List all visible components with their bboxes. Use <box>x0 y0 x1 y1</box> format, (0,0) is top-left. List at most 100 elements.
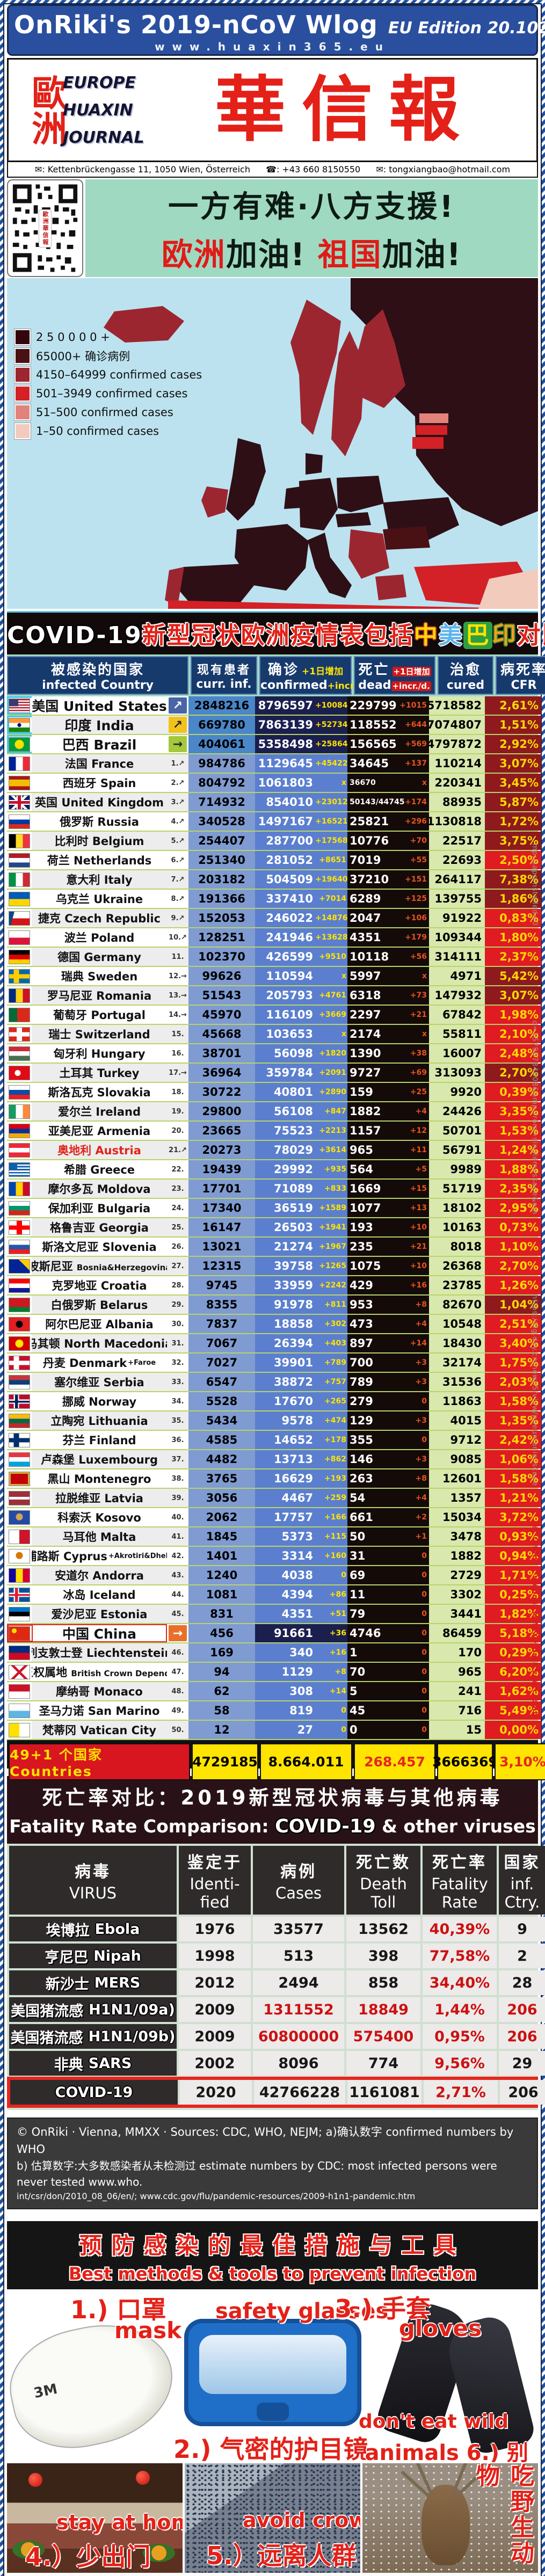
deaths-increase: 0 <box>422 1571 427 1580</box>
deaths-increase: +12 <box>410 1126 427 1135</box>
table-row: 亚美尼亚 Armenia 20. 23665 75523 +2213 1157 +12 507… <box>7 1122 541 1141</box>
virus-row: COVID-19 2020 42766228 1161081 2,71% 206 <box>10 2080 545 2105</box>
deaths: 897 +14 <box>347 1334 429 1352</box>
deaths: 429 +16 <box>347 1276 429 1294</box>
deaths: 564 +5 <box>347 1160 429 1178</box>
trend-arrow-icon: → <box>169 1625 187 1641</box>
cured: 110214 <box>429 754 485 773</box>
country-name: 法国 France <box>32 754 167 773</box>
col-header-cured: 治愈 cured <box>438 656 493 695</box>
slogan-part: 加油! <box>382 236 462 273</box>
deaths-increase: 0 <box>422 1629 427 1638</box>
cfr: 2,61% <box>485 696 541 715</box>
active-cases: 669780 <box>188 716 255 734</box>
confirmed-increase: +166 <box>324 1513 346 1522</box>
confirmed-cases: 4394 +86 <box>255 1585 347 1604</box>
confirmed-cases: 13713 +862 <box>255 1450 347 1468</box>
deaths-increase: +3 <box>415 1358 427 1367</box>
active-cases: 4482 <box>188 1450 255 1468</box>
table-row: 波兰 Poland 10.↗ 128251 241946 +13628 4351 +179 1… <box>7 928 541 948</box>
flag-cell <box>7 1527 32 1546</box>
slogan-part: 加油! <box>226 236 318 273</box>
deaths: 5997 x <box>347 967 429 985</box>
country-name: 印度 India <box>32 716 167 734</box>
confirmed-increase: +757 <box>324 1378 346 1386</box>
country-name: 卢森堡 Luxembourg <box>32 1450 167 1468</box>
deaths: 4746 0 <box>347 1624 429 1642</box>
cfr: 3,07% <box>485 986 541 1005</box>
rank-cell: 43. <box>167 1566 188 1584</box>
country-name: 捷克 Czech Republic <box>32 909 167 927</box>
mask-number-label: 1.) 口罩 <box>70 2295 166 2324</box>
active-cases: 23665 <box>188 1122 255 1140</box>
confirmed-cases: 103653 x <box>255 1025 347 1043</box>
flag-cell <box>7 754 32 773</box>
confirmed-increase: +3669 <box>319 1010 346 1019</box>
deaths-increase: +137 <box>405 759 427 768</box>
cfr: 5,87% <box>485 793 541 811</box>
cured: 15 <box>429 1721 485 1739</box>
confirmed-increase: +789 <box>324 1358 346 1367</box>
deaths: 6318 +73 <box>347 986 429 1005</box>
table-title-part: COVID-19 <box>7 622 142 649</box>
flag-cell <box>7 1701 32 1720</box>
active-cases: 45970 <box>188 1006 255 1024</box>
confirmed-increase: +16 <box>329 1648 346 1657</box>
confirmed-increase: +25864 <box>315 740 347 748</box>
deaths: 1077 +13 <box>347 1199 429 1217</box>
covid-table-header: 被感染的国家 infected Country 现有患者 curr. inf. 确诊… <box>7 654 545 696</box>
rank-cell: 25. <box>167 1218 188 1236</box>
flag-icon <box>9 1297 30 1312</box>
legend-label: 1–50 confirmed cases <box>36 425 159 438</box>
confirmed-increase: +16521 <box>315 817 347 826</box>
deaths-increase: +69 <box>410 1068 427 1077</box>
country-name: 白俄罗斯 Belarus <box>32 1296 167 1314</box>
table-row: 白俄罗斯 Belarus 29. 8355 91978 +811 953 +8 82670 1,… <box>7 1296 541 1315</box>
legend-item: 2 5 0 0 0 0 + <box>14 329 202 345</box>
table-row: 奥地利 Austria 21.↗ 20273 78029 +3614 965 +11 5679… <box>7 1141 541 1160</box>
table-row: 安道尔 Andorra 43. 1240 4038 0 69 0 2729 1,71% <box>7 1566 541 1585</box>
virus-rate: 40,39% <box>423 1917 497 1941</box>
confirmed-cases: 1497167 +16521 <box>255 812 347 831</box>
page-title: OnRiki's 2019-nCoV Wlog <box>14 10 378 39</box>
deaths-increase: +3 <box>415 1378 427 1386</box>
confirmed-increase: x <box>341 972 346 980</box>
cfr: 1,58% <box>485 1392 541 1410</box>
table-row: 摩尔多瓦 Moldova 23. 17701 71089 +833 1669 +15 5171… <box>7 1180 541 1199</box>
flag-icon <box>9 1510 30 1525</box>
flag-icon <box>9 853 30 868</box>
cured: 5718582 <box>429 696 485 715</box>
country-name: 格鲁吉亚 Georgia <box>32 1218 167 1236</box>
cured: 716 <box>429 1701 485 1720</box>
virus-row: 非典 SARS 2002 8096 774 9,56% 29 <box>9 2051 545 2076</box>
deaths-increase: x <box>422 778 427 787</box>
active-cases: 17340 <box>188 1199 255 1217</box>
active-cases: 251340 <box>188 851 255 869</box>
wild-animals-label-1: don't eat wild <box>358 2411 508 2433</box>
prevention-photos: stay at home 4.）少出门 avoid crowds 5.）远离人群… <box>7 2463 538 2573</box>
confirmed-cases: 26394 +403 <box>255 1334 347 1352</box>
confirmed-cases: 27 0 <box>255 1721 347 1739</box>
country-name: 瑞典 Sweden <box>32 967 167 985</box>
flag-cell <box>7 793 32 811</box>
cfr: 0,73% <box>485 1218 541 1236</box>
legend-label: 501–3949 confirmed cases <box>36 387 188 400</box>
table-title-part: 巴 <box>463 622 492 649</box>
virus-header-row: 病毒 VIRUS 鉴定于 Identi- fied 病例 Cases 死亡数 Death To… <box>9 1846 545 1915</box>
flag-icon <box>9 1355 30 1370</box>
slogan-banner: 一方有难·八方支援! 欧洲加油! 祖国加油! <box>85 179 538 277</box>
virus-title-zh: 死亡率对比：2019新型冠状病毒与其他病毒 <box>42 1786 503 1809</box>
table-row: 巴西 Brazil → 404061 5358498 +25864 156565 +569 4… <box>7 735 541 754</box>
flag-icon <box>9 1626 30 1641</box>
table-row: 俄罗斯 Russia 4.↗ 340528 1497167 +16521 25821 +29… <box>7 812 541 832</box>
flag-icon <box>9 1432 30 1447</box>
cured: 7074807 <box>429 716 485 734</box>
qr-pattern-icon <box>11 182 79 274</box>
rank-cell: 31. <box>167 1334 188 1352</box>
confirmed-cases: 337410 +7014 <box>255 890 347 908</box>
deaths: 129 +3 <box>347 1411 429 1430</box>
cured: 11863 <box>429 1392 485 1410</box>
confirmed-cases: 340 +16 <box>255 1643 347 1662</box>
country-name: 保加利亚 Bulgaria <box>32 1199 167 1217</box>
deaths-increase: 0 <box>422 1687 427 1695</box>
